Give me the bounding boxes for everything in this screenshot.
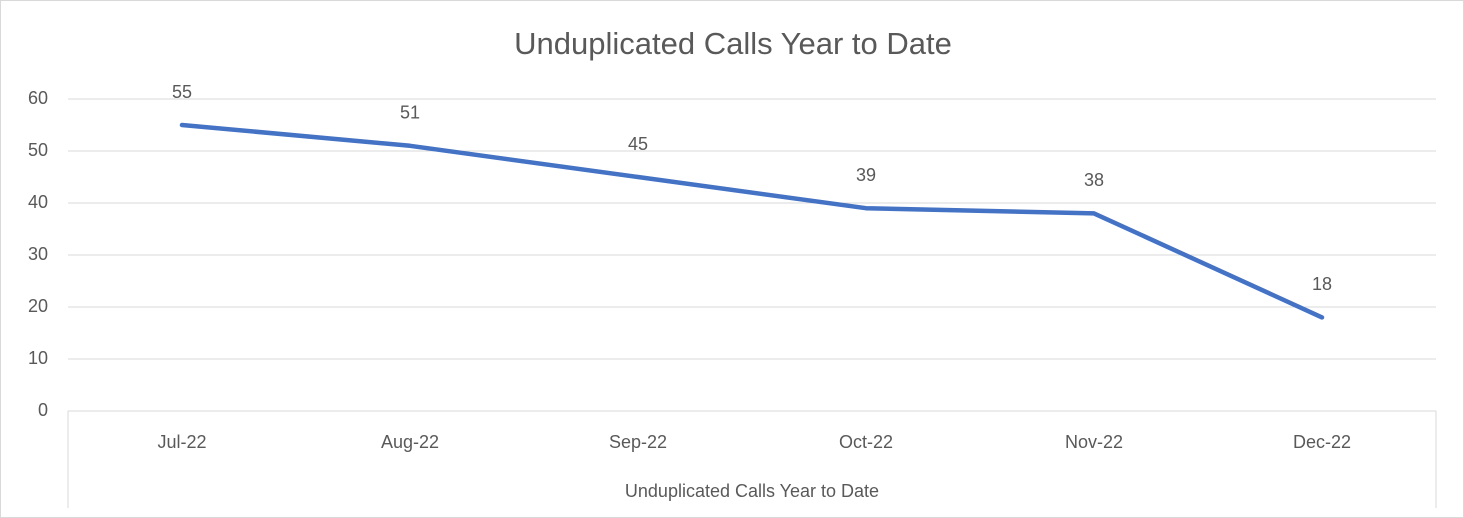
data-label: 55 — [172, 82, 192, 102]
y-tick-label: 50 — [28, 140, 48, 160]
x-tick-label: Oct-22 — [839, 432, 893, 452]
y-tick-label: 10 — [28, 348, 48, 368]
x-axis-group-label: Unduplicated Calls Year to Date — [625, 481, 879, 501]
data-label: 45 — [628, 134, 648, 154]
y-tick-label: 0 — [38, 400, 48, 420]
x-tick-label: Nov-22 — [1065, 432, 1123, 452]
x-tick-label: Aug-22 — [381, 432, 439, 452]
y-tick-label: 30 — [28, 244, 48, 264]
chart-title: Unduplicated Calls Year to Date — [514, 26, 952, 61]
data-label: 18 — [1312, 274, 1332, 294]
data-label: 39 — [856, 165, 876, 185]
series-line — [179, 122, 1325, 320]
y-tick-label: 40 — [28, 192, 48, 212]
x-tick-label: Dec-22 — [1293, 432, 1351, 452]
data-label: 38 — [1084, 170, 1104, 190]
data-label: 51 — [400, 103, 420, 123]
y-tick-label: 60 — [28, 88, 48, 108]
y-tick-label: 20 — [28, 296, 48, 316]
x-tick-label: Jul-22 — [157, 432, 206, 452]
x-tick-label: Sep-22 — [609, 432, 667, 452]
